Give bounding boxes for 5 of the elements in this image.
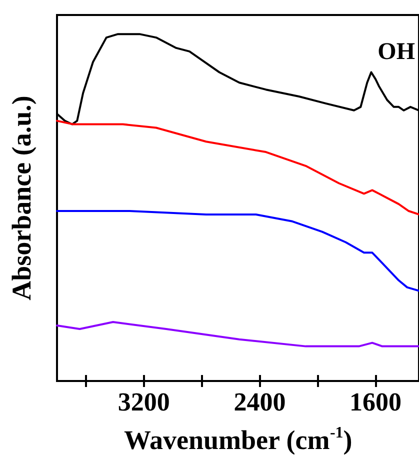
y-axis-title: Absorbance (a.u.)	[6, 96, 36, 300]
x-tick-label: 3200	[118, 388, 170, 416]
annotation: OH	[378, 39, 416, 65]
x-tick-label: 1600	[350, 388, 402, 416]
x-tick-label: 2400	[234, 388, 286, 416]
